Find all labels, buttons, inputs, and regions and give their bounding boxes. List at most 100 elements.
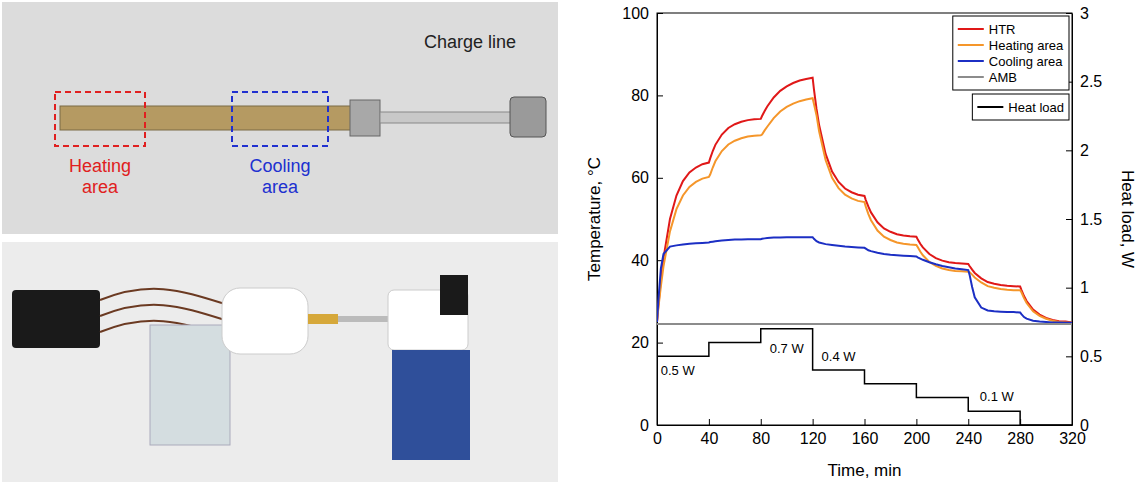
legend-label: Heat load	[1008, 100, 1064, 115]
tick-mark	[813, 419, 814, 425]
tick-label: 280	[1007, 430, 1034, 447]
photo-label: Coolingarea	[249, 156, 310, 197]
axis-line	[1072, 14, 1073, 426]
tick-label: 80	[752, 430, 770, 447]
cooling-box	[232, 92, 328, 146]
tick-label: 0	[653, 430, 662, 447]
tick: 0	[1066, 417, 1089, 434]
legend-label: AMB	[989, 70, 1017, 85]
photo-label: Charge line	[424, 32, 516, 52]
annotation: 0.4 W	[822, 349, 857, 364]
tick-mark	[1066, 219, 1072, 220]
tick: 200	[904, 419, 931, 447]
tick-mark	[1066, 288, 1072, 289]
tick-label: 0	[1080, 417, 1089, 434]
chart: 0408012016020024028032002040608010000.51…	[585, 5, 1136, 480]
sample-tube	[338, 316, 388, 322]
photo-bottom	[2, 242, 558, 482]
tick-label: 240	[955, 430, 982, 447]
pipe	[60, 106, 352, 130]
legend-box: HTRHeating areaCooling areaAMB	[953, 16, 1069, 90]
tick-mark	[1066, 356, 1072, 357]
annotation: 0.5 W	[661, 363, 696, 378]
tick-label: 2	[1080, 142, 1089, 159]
axis-line	[657, 14, 658, 426]
tick: 20	[631, 334, 663, 351]
tick-label: 100	[622, 5, 649, 22]
legend-label: Cooling area	[989, 54, 1063, 69]
series-line	[657, 237, 1072, 323]
axis: 0 20 40 60 80 100	[622, 5, 663, 434]
legend-label: HTR	[989, 22, 1016, 37]
tick-mark	[709, 419, 710, 425]
photo-label: Heatingarea	[69, 156, 131, 197]
legend-frame	[953, 16, 1069, 90]
tick: 40	[631, 252, 663, 269]
annotation: 0.7 W	[770, 341, 805, 356]
charge-tube	[380, 112, 512, 123]
legend-label: Heating area	[989, 38, 1064, 53]
tick-mark	[968, 419, 969, 425]
series-line	[657, 329, 1072, 425]
legend-frame	[972, 94, 1069, 120]
plot-frame	[657, 13, 1072, 425]
tick-mark	[1066, 425, 1072, 426]
vise-knob	[440, 275, 468, 315]
nut	[510, 97, 546, 137]
tick: 0	[640, 417, 663, 434]
tick-mark	[657, 95, 663, 96]
tick: 120	[800, 419, 827, 447]
tick-label: 2.5	[1080, 73, 1102, 90]
tick: 1	[1066, 279, 1089, 296]
tick-mark	[916, 419, 917, 425]
terminal-block	[12, 290, 100, 348]
plot-area	[657, 78, 1072, 425]
tick-mark	[865, 419, 866, 425]
figure: HeatingareaCoolingareaCharge line0408012…	[0, 0, 1136, 486]
tick: 2	[1066, 142, 1089, 159]
tick: 160	[852, 419, 879, 447]
tick-label: 40	[700, 430, 718, 447]
sample-pipe	[308, 314, 338, 324]
x-axis-title: Time, min	[828, 461, 902, 480]
tick-mark	[761, 419, 762, 425]
tick-label: 200	[904, 430, 931, 447]
series-line	[657, 98, 1072, 323]
fitting	[350, 100, 380, 136]
series-line	[657, 78, 1072, 323]
tick: 240	[955, 419, 982, 447]
heating-box	[55, 92, 145, 146]
insulation	[222, 288, 308, 354]
tick-label: 120	[800, 430, 827, 447]
tick: 60	[631, 169, 663, 186]
tick: 80	[631, 87, 663, 104]
axis: 04080120160200240280320	[653, 419, 1086, 447]
y2-axis-title: Heat load, W	[1118, 170, 1136, 268]
tick-label: 1	[1080, 279, 1089, 296]
tick-mark	[657, 343, 663, 344]
tick-label: 0	[640, 417, 649, 434]
photo-top	[2, 2, 558, 234]
tick: 100	[622, 5, 663, 22]
annotation: 0.1 W	[980, 389, 1015, 404]
vise-body	[392, 350, 470, 460]
wire	[100, 289, 225, 304]
annotations: 0.5 W 0.7 W 0.4 W 0.1 W	[661, 341, 1015, 404]
tick-label: 3	[1080, 5, 1089, 22]
legend-swatch	[958, 28, 984, 30]
legend-swatch	[977, 106, 1003, 108]
legend: HTRHeating areaCooling areaAMB Heat load	[953, 16, 1069, 120]
tick-label: 20	[631, 334, 649, 351]
tick-label: 0.5	[1080, 348, 1102, 365]
tick-label: 160	[852, 430, 879, 447]
tick-label: 1.5	[1080, 211, 1102, 228]
wire	[100, 305, 225, 320]
legend-swatch	[958, 44, 984, 46]
tick-label: 60	[631, 169, 649, 186]
tick-mark	[1066, 150, 1072, 151]
tick-mark	[657, 13, 663, 14]
tick: 1.5	[1066, 211, 1102, 228]
tick-mark	[1066, 13, 1072, 14]
tick-mark	[657, 178, 663, 179]
axis: 0 0.5 1 1.5 2 2.5 3	[1066, 5, 1102, 434]
